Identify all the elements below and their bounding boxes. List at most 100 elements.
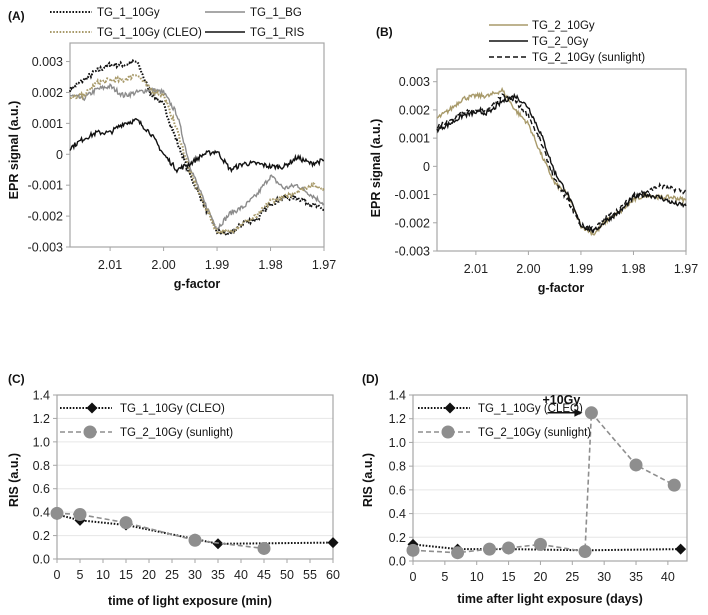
legend-label: TG_1_10Gy (CLEO) xyxy=(97,27,202,39)
y-tick-label: 0.001 xyxy=(32,117,63,131)
legend-marker-circle xyxy=(83,425,97,439)
series-line-tg-1-10gy-cleo- xyxy=(69,73,325,236)
y-tick-label: 0.001 xyxy=(399,132,430,146)
panel-label: (A) xyxy=(8,9,25,23)
y-tick-label: 0.4 xyxy=(33,506,50,520)
data-point-circle xyxy=(533,537,547,551)
panel-label: (D) xyxy=(362,372,379,386)
y-tick-label: 0.8 xyxy=(33,459,50,473)
y-tick-label: 0.6 xyxy=(33,482,50,496)
legend-label: TG_2_10Gy xyxy=(532,20,595,32)
data-point-circle xyxy=(667,478,681,492)
legend-label: TG_2_10Gy (sunlight) xyxy=(532,52,645,64)
y-axis-title: EPR signal (a.u.) xyxy=(7,101,21,200)
x-tick-label: 25 xyxy=(565,570,579,584)
plot-frame xyxy=(436,68,687,252)
series-line-tg-2-0gy xyxy=(436,92,687,234)
x-axis-title: time after light exposure (days) xyxy=(457,592,642,606)
legend-label: TG_2_10Gy (sunlight) xyxy=(478,427,591,439)
data-point-circle xyxy=(119,516,133,530)
y-tick-label: 0.2 xyxy=(33,529,50,543)
legend-label: TG_1_10Gy (CLEO) xyxy=(478,403,583,415)
x-tick-label: 2.01 xyxy=(464,262,488,276)
legend-marker-diamond xyxy=(444,402,456,414)
chart-panel-c: 0.0 0.2 0.4 0.6 0.8 1.0 1.2 1.4 0 5 10 15 20 25 30 35 40… xyxy=(7,372,340,608)
chart-panel-b: 0.003 0.002 0.001 0 -0.001 -0.002 -0.003 2.01 2.… xyxy=(369,20,698,295)
y-tick-label: 0.6 xyxy=(389,483,406,497)
x-tick-label: 10 xyxy=(470,570,484,584)
x-tick-label: 1.97 xyxy=(312,258,336,272)
x-tick-label: 5 xyxy=(77,568,84,582)
x-axis-title: time of light exposure (min) xyxy=(108,594,272,608)
x-tick-label: 0 xyxy=(410,570,417,584)
plot-frame xyxy=(69,42,325,248)
plot-frame xyxy=(412,394,688,562)
x-tick-label: 5 xyxy=(441,570,448,584)
x-tick-label: 0 xyxy=(54,568,61,582)
x-tick-label: 20 xyxy=(142,568,156,582)
data-point-circle xyxy=(188,533,202,547)
data-point-circle xyxy=(578,545,592,559)
legend-marker-circle xyxy=(441,425,455,439)
y-tick-label: 0.0 xyxy=(389,555,406,569)
series-line-tg-2-10gy-sunlight- xyxy=(56,512,265,550)
data-point-circle xyxy=(502,541,516,555)
data-point-diamond xyxy=(327,537,339,549)
y-tick-label: 0 xyxy=(423,160,430,174)
x-tick-label: 30 xyxy=(597,570,611,584)
data-point-circle xyxy=(629,458,643,472)
x-tick-label: 30 xyxy=(188,568,202,582)
y-tick-label: 0.8 xyxy=(389,460,406,474)
y-tick-label: -0.001 xyxy=(395,188,430,202)
x-tick-label: 1.97 xyxy=(674,262,698,276)
x-tick-label: 2.00 xyxy=(516,262,540,276)
y-tick-label: -0.001 xyxy=(28,179,63,193)
x-tick-label: 35 xyxy=(629,570,643,584)
legend-label: TG_1_BG xyxy=(250,7,302,19)
y-tick-label: 0.2 xyxy=(389,531,406,545)
y-tick-label: 1.0 xyxy=(33,435,50,449)
y-axis-title: RIS (a.u.) xyxy=(361,453,375,507)
x-tick-label: 35 xyxy=(211,568,225,582)
legend-label: TG_1_10Gy (CLEO) xyxy=(120,403,225,415)
data-point-circle xyxy=(482,542,496,556)
y-tick-label: 0.002 xyxy=(32,86,63,100)
x-tick-label: 60 xyxy=(326,568,340,582)
y-tick-label: 1.4 xyxy=(33,389,50,403)
y-tick-label: 1.4 xyxy=(389,389,406,403)
y-tick-label: -0.003 xyxy=(28,241,63,255)
series-line-tg-1-ris xyxy=(69,117,325,174)
x-tick-label: 45 xyxy=(257,568,271,582)
x-tick-label: 1.99 xyxy=(569,262,593,276)
legend-label: TG_1_10Gy xyxy=(97,7,160,19)
y-tick-label: 0.002 xyxy=(399,103,430,117)
x-tick-label: 20 xyxy=(533,570,547,584)
x-tick-label: 10 xyxy=(96,568,110,582)
x-tick-label: 15 xyxy=(119,568,133,582)
x-tick-label: 2.01 xyxy=(98,258,122,272)
series-line-tg-2-10gy-sunlight- xyxy=(436,93,687,232)
y-tick-label: 1.2 xyxy=(389,412,406,426)
series-line-tg-1-bg xyxy=(69,82,325,231)
chart-panel-a: 0.003 0.002 0.001 0 -0.001 -0.002 -0.003 2.01 2.… xyxy=(7,7,336,291)
series-line-tg-1-10gy-cleo- xyxy=(412,543,681,552)
legend-label: TG_1_RIS xyxy=(250,27,305,39)
x-tick-label: 1.98 xyxy=(258,258,282,272)
arrow-head-icon xyxy=(574,408,583,417)
legend-label: TG_2_10Gy (sunlight) xyxy=(120,427,233,439)
data-point-circle xyxy=(50,506,64,520)
y-tick-label: 0.4 xyxy=(389,507,406,521)
panel-label: (B) xyxy=(376,25,393,39)
x-tick-label: 2.00 xyxy=(151,258,175,272)
y-tick-label: 0 xyxy=(56,148,63,162)
x-tick-label: 1.99 xyxy=(205,258,229,272)
x-axis-title: g-factor xyxy=(538,281,585,295)
x-tick-label: 1.98 xyxy=(621,262,645,276)
y-axis-title: RIS (a.u.) xyxy=(7,453,21,507)
annotation-label: +10Gy xyxy=(542,393,580,407)
legend-marker-diamond xyxy=(86,402,98,414)
y-tick-label: 0.003 xyxy=(399,75,430,89)
x-tick-label: 15 xyxy=(502,570,516,584)
panel-label: (C) xyxy=(8,372,25,386)
